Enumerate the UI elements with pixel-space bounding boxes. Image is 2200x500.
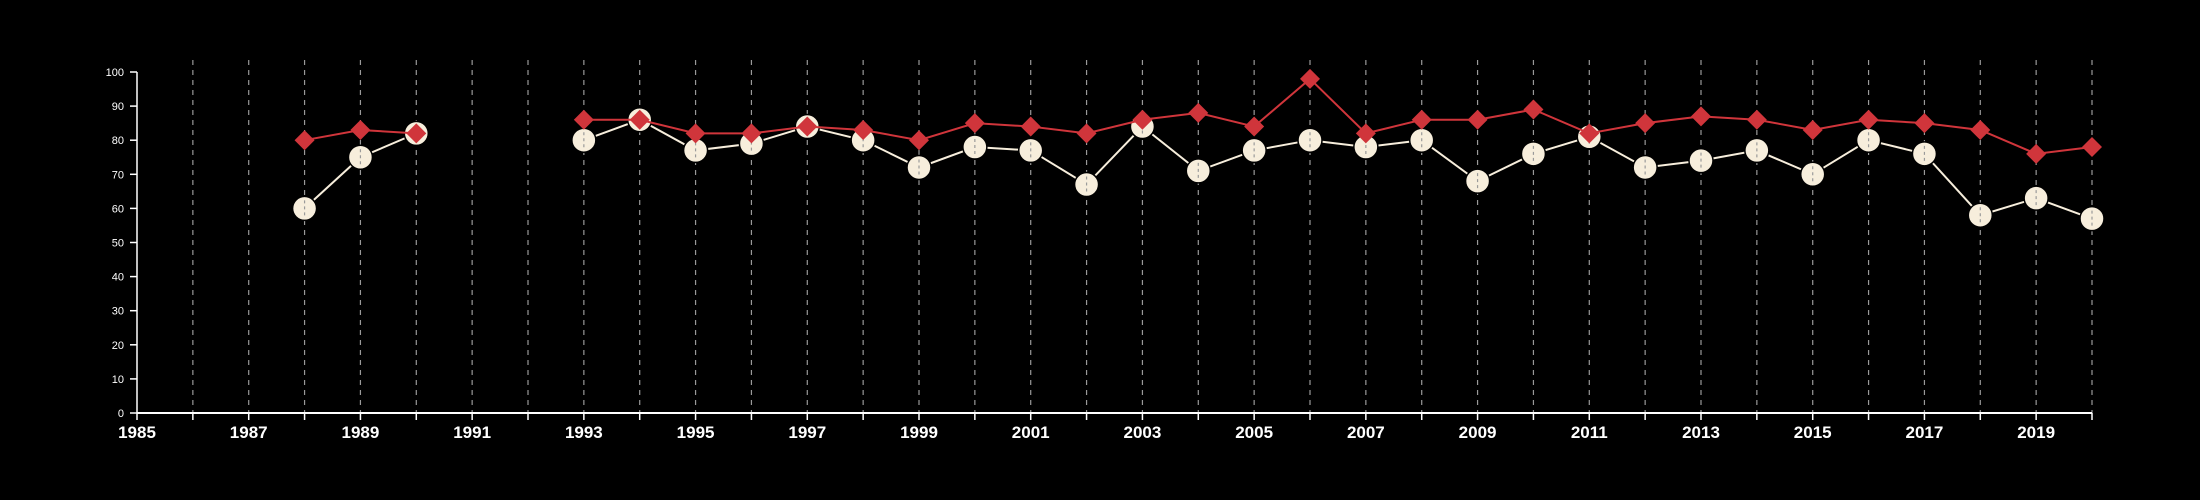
series-circle <box>291 106 2105 232</box>
series-line-circle <box>583 118 2093 220</box>
y-tick-label: 70 <box>112 169 124 181</box>
y-tick-label: 80 <box>112 135 124 147</box>
x-tick-label: 1997 <box>788 423 826 442</box>
diamond-marker <box>1300 68 1320 89</box>
x-tick-label: 1991 <box>453 423 491 442</box>
diamond-marker <box>350 119 371 140</box>
x-tick-label: 1987 <box>230 423 268 442</box>
x-tick-label: 2009 <box>1459 423 1497 442</box>
diamond-marker <box>1467 109 1488 130</box>
x-tick-label: 2001 <box>1012 423 1050 442</box>
diamond-marker <box>1076 123 1097 144</box>
diamond-marker <box>1746 109 1767 130</box>
diamond-marker <box>2026 143 2047 164</box>
diamond-marker <box>1411 109 1432 130</box>
diamond-marker <box>1858 109 1879 130</box>
diamond-marker <box>909 130 929 151</box>
x-tick-label: 2017 <box>1906 423 1944 442</box>
diamond-marker <box>1691 106 1711 127</box>
y-tick-label: 60 <box>112 203 124 215</box>
y-tick-label: 100 <box>106 67 124 79</box>
series <box>291 68 2105 232</box>
diamond-marker <box>797 116 818 137</box>
x-tick-label: 1995 <box>677 423 715 442</box>
diamond-marker <box>1132 109 1153 130</box>
diamond-marker <box>741 123 762 144</box>
axes: 0 10 20 30 40 50 60 70 80 90 100 1985 1987 1989 1991 19… <box>106 67 2093 442</box>
x-tick-label: 2003 <box>1124 423 1162 442</box>
x-tick-label: 1999 <box>900 423 938 442</box>
diamond-marker <box>2082 137 2102 158</box>
diamond-marker <box>853 119 874 140</box>
x-tick-label: 2019 <box>2017 423 2055 442</box>
y-tick-label: 20 <box>112 340 124 352</box>
series-line-diamond <box>583 77 2093 155</box>
x-tick-label: 1993 <box>565 423 603 442</box>
diamond-marker <box>1355 123 1376 144</box>
gridlines <box>192 60 2093 413</box>
diamond-marker <box>964 113 985 134</box>
diamond-marker <box>629 109 650 130</box>
diamond-marker <box>1188 102 1209 123</box>
y-tick-label: 0 <box>118 408 124 420</box>
y-tick-label: 10 <box>112 374 124 386</box>
x-tick-label: 2013 <box>1682 423 1720 442</box>
y-tick-label: 50 <box>112 238 124 250</box>
x-tick-label: 2007 <box>1347 423 1385 442</box>
diamond-marker <box>1579 123 1600 144</box>
diamond-marker <box>294 130 315 151</box>
diamond-marker <box>1970 119 1991 140</box>
y-tick-label: 40 <box>112 272 124 284</box>
x-tick-label: 2015 <box>1794 423 1832 442</box>
diamond-marker <box>1523 99 1544 120</box>
diamond-marker <box>573 109 594 130</box>
diamond-marker <box>1635 113 1656 134</box>
diamond-marker <box>1802 119 1823 140</box>
series-diamond <box>294 68 2102 164</box>
x-tick-label: 1989 <box>342 423 380 442</box>
diamond-marker <box>406 123 427 144</box>
diamond-marker <box>685 123 706 144</box>
diamond-marker <box>1914 113 1935 134</box>
diamond-marker <box>1020 116 1041 137</box>
x-tick-label: 2011 <box>1571 423 1608 442</box>
x-tick-label: 2005 <box>1235 423 1273 442</box>
y-tick-label: 30 <box>112 306 124 318</box>
diamond-marker <box>1244 116 1265 137</box>
x-tick-label: 1985 <box>118 423 156 442</box>
y-tick-label: 90 <box>112 101 124 113</box>
